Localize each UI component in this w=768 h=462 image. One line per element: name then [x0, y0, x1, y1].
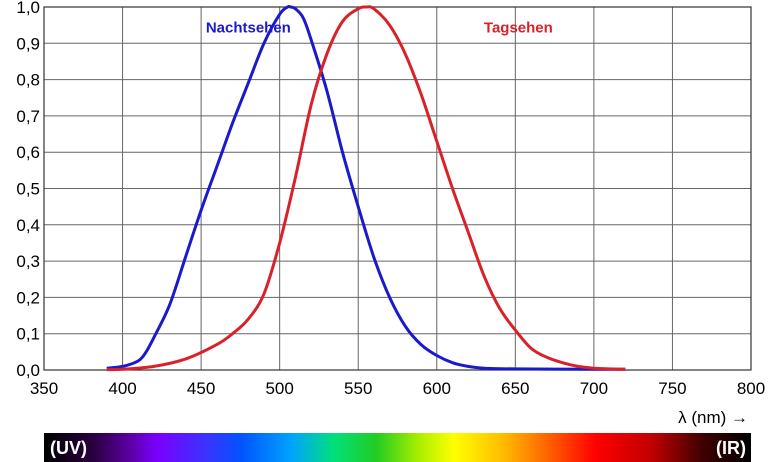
uv-label: (UV): [50, 438, 87, 458]
y-tick-label: 0,2: [16, 288, 40, 307]
plot-frame: [43, 6, 752, 371]
y-axis: 0,0 0,1 0,2 0,3 0,4 0,5 0,6 0,7 0,8 0,9 1,0: [16, 0, 40, 380]
ir-label: (IR): [716, 438, 746, 458]
y-tick-label: 0,3: [16, 252, 40, 271]
x-axis-title: λ (nm) →: [678, 408, 748, 427]
spectrum-gradient-band: [44, 433, 751, 462]
x-tick-label: 750: [658, 379, 686, 398]
series-label-tagsehen: Tagsehen: [484, 19, 553, 36]
x-tick-label: 500: [265, 379, 293, 398]
y-tick-label: 0,5: [16, 180, 40, 199]
series-line-tagsehen: [106, 5, 626, 372]
y-tick-label: 0,6: [16, 143, 40, 162]
series-line-nachtsehen: [106, 4, 626, 371]
y-tick-label: 0,8: [16, 71, 40, 90]
y-tick-label: 1,0: [16, 0, 40, 17]
y-tick-label: 0,4: [16, 216, 40, 235]
x-tick-label: 350: [30, 379, 58, 398]
spectrum-bar: (UV) (IR): [44, 433, 751, 462]
x-tick-label: 400: [108, 379, 136, 398]
plot-border: [43, 6, 752, 371]
series-lines: [106, 4, 626, 372]
y-tick-label: 0,9: [16, 34, 40, 53]
series-label-nachtsehen: Nachtsehen: [206, 19, 291, 36]
x-tick-label: 600: [423, 379, 451, 398]
y-tick-label: 0,1: [16, 325, 40, 344]
x-tick-label: 700: [580, 379, 608, 398]
x-axis: 350 400 450 500 550 600 650 700 750 800: [30, 379, 765, 398]
x-tick-label: 800: [737, 379, 765, 398]
annotations: Nachtsehen Tagsehen: [206, 19, 553, 36]
x-tick-label: 450: [187, 379, 215, 398]
y-tick-label: 0,7: [16, 107, 40, 126]
x-tick-label: 650: [501, 379, 529, 398]
x-tick-label: 550: [344, 379, 372, 398]
y-tick-label: 0,0: [16, 361, 40, 380]
